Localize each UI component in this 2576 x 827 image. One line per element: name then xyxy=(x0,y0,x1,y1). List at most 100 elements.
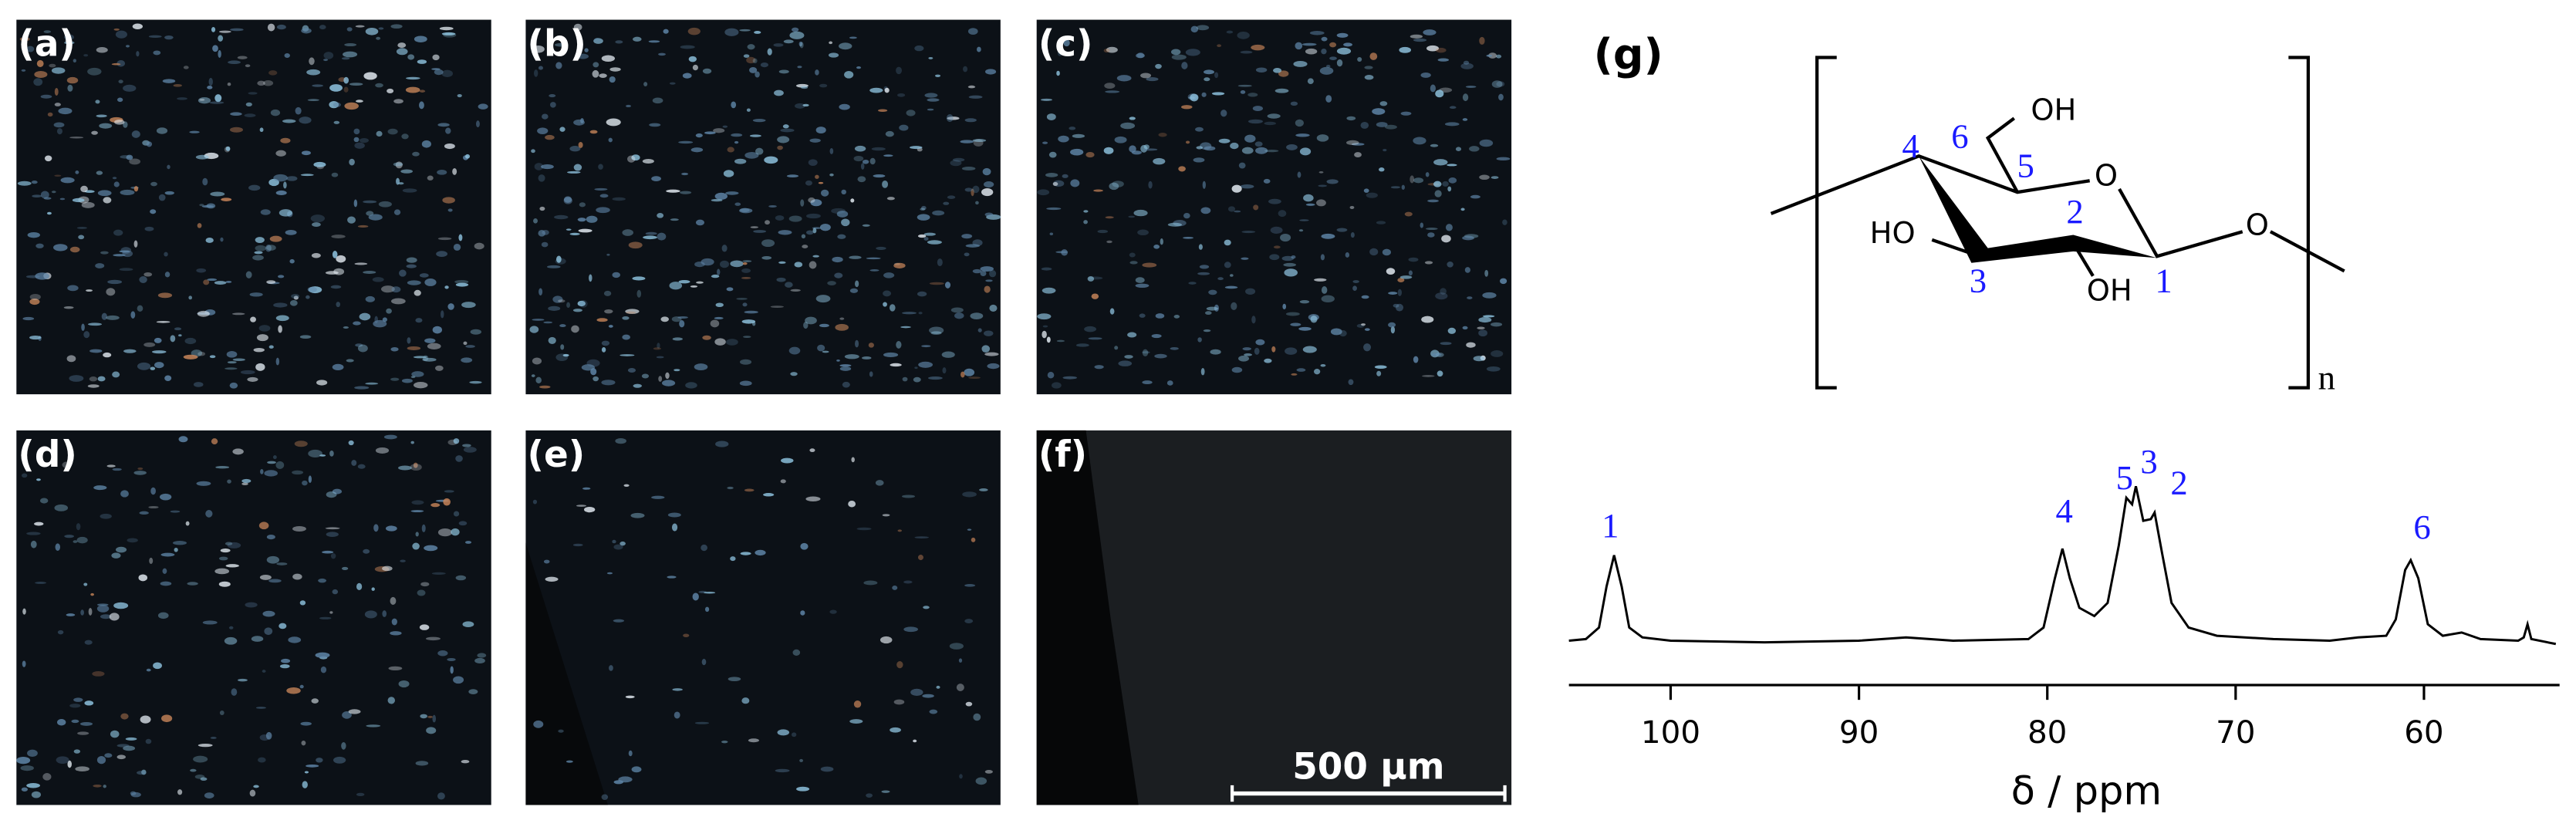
crystal xyxy=(606,118,621,127)
crystal xyxy=(364,610,377,619)
crystal xyxy=(740,208,750,213)
crystal xyxy=(928,376,943,380)
crystal xyxy=(1094,365,1104,370)
crystal xyxy=(311,698,319,704)
crystal xyxy=(641,373,650,379)
crystal xyxy=(1372,108,1386,115)
crystal xyxy=(715,441,729,447)
crystal xyxy=(1224,262,1231,268)
crystal xyxy=(1316,199,1326,207)
micrograph: (d) xyxy=(16,430,491,805)
crystal xyxy=(809,448,815,453)
crystal xyxy=(26,532,41,535)
crystal xyxy=(196,481,211,486)
crystal xyxy=(704,131,716,135)
crystal xyxy=(989,270,997,278)
crystal xyxy=(183,354,198,359)
crystal xyxy=(218,49,221,58)
crystal xyxy=(546,265,561,268)
crystal xyxy=(606,253,610,256)
crystal xyxy=(1307,78,1314,85)
crystal xyxy=(782,124,789,129)
crystal xyxy=(1345,251,1350,258)
micrograph-background xyxy=(16,19,491,395)
crystal xyxy=(643,82,648,86)
crystal xyxy=(157,292,173,299)
crystal xyxy=(363,549,370,554)
crystal xyxy=(1310,316,1318,323)
crystal xyxy=(801,234,806,239)
crystal xyxy=(29,299,40,305)
crystal xyxy=(1136,52,1145,59)
crystal xyxy=(286,176,298,181)
crystal xyxy=(269,235,282,242)
crystal xyxy=(263,80,274,86)
crystal xyxy=(302,781,308,788)
crystal xyxy=(304,771,309,774)
crystal xyxy=(918,312,923,315)
crystal xyxy=(1041,98,1052,101)
crystal xyxy=(219,710,225,716)
crystal xyxy=(1388,292,1398,295)
crystal xyxy=(935,74,941,77)
crystal xyxy=(1254,141,1263,147)
crystal xyxy=(437,170,447,175)
crystal xyxy=(837,234,846,239)
crystal xyxy=(1088,337,1102,340)
crystal xyxy=(67,84,73,92)
crystal xyxy=(79,721,93,726)
crystal xyxy=(1383,148,1387,152)
crystal xyxy=(443,498,451,506)
crystal xyxy=(260,209,271,215)
crystal xyxy=(1197,337,1202,343)
crystal xyxy=(687,27,701,35)
crystal xyxy=(220,237,224,242)
crystal xyxy=(742,262,748,265)
crystal xyxy=(388,666,403,671)
crystal xyxy=(109,613,120,621)
crystal xyxy=(1318,170,1324,174)
crystal xyxy=(1388,322,1396,328)
crystal xyxy=(1423,29,1437,35)
crystal xyxy=(66,355,76,363)
crystal xyxy=(465,345,475,348)
crystal xyxy=(326,491,337,498)
crystal xyxy=(808,159,818,166)
crystal xyxy=(1264,121,1276,126)
crystal xyxy=(556,255,562,263)
crystal xyxy=(1297,171,1302,178)
crystal xyxy=(785,282,793,288)
crystal xyxy=(896,341,902,349)
crystal xyxy=(97,376,106,382)
crystal xyxy=(586,215,598,223)
crystal xyxy=(417,589,426,596)
crystal xyxy=(194,775,205,779)
crystal xyxy=(976,46,981,52)
crystal xyxy=(476,120,480,128)
crystal xyxy=(445,127,451,134)
crystal xyxy=(923,232,936,236)
crystal xyxy=(115,30,127,39)
crystal xyxy=(1230,274,1234,277)
crystal xyxy=(775,768,790,773)
crystal xyxy=(385,525,397,532)
crystal xyxy=(987,363,1000,370)
crystal xyxy=(695,133,703,138)
crystal xyxy=(601,346,606,353)
crystal xyxy=(413,381,428,389)
crystal xyxy=(257,80,265,86)
crystal xyxy=(426,727,437,734)
crystal xyxy=(227,542,241,549)
crystal xyxy=(289,300,298,306)
group: HO xyxy=(1870,216,1916,251)
crystal xyxy=(67,760,72,768)
crystal xyxy=(971,188,974,197)
crystal xyxy=(868,343,874,348)
crystal xyxy=(1291,255,1296,259)
crystal xyxy=(31,180,38,184)
crystal xyxy=(1224,285,1238,289)
crystal xyxy=(954,312,964,319)
crystal xyxy=(573,23,582,31)
crystal xyxy=(207,278,218,282)
crystal xyxy=(913,376,921,383)
